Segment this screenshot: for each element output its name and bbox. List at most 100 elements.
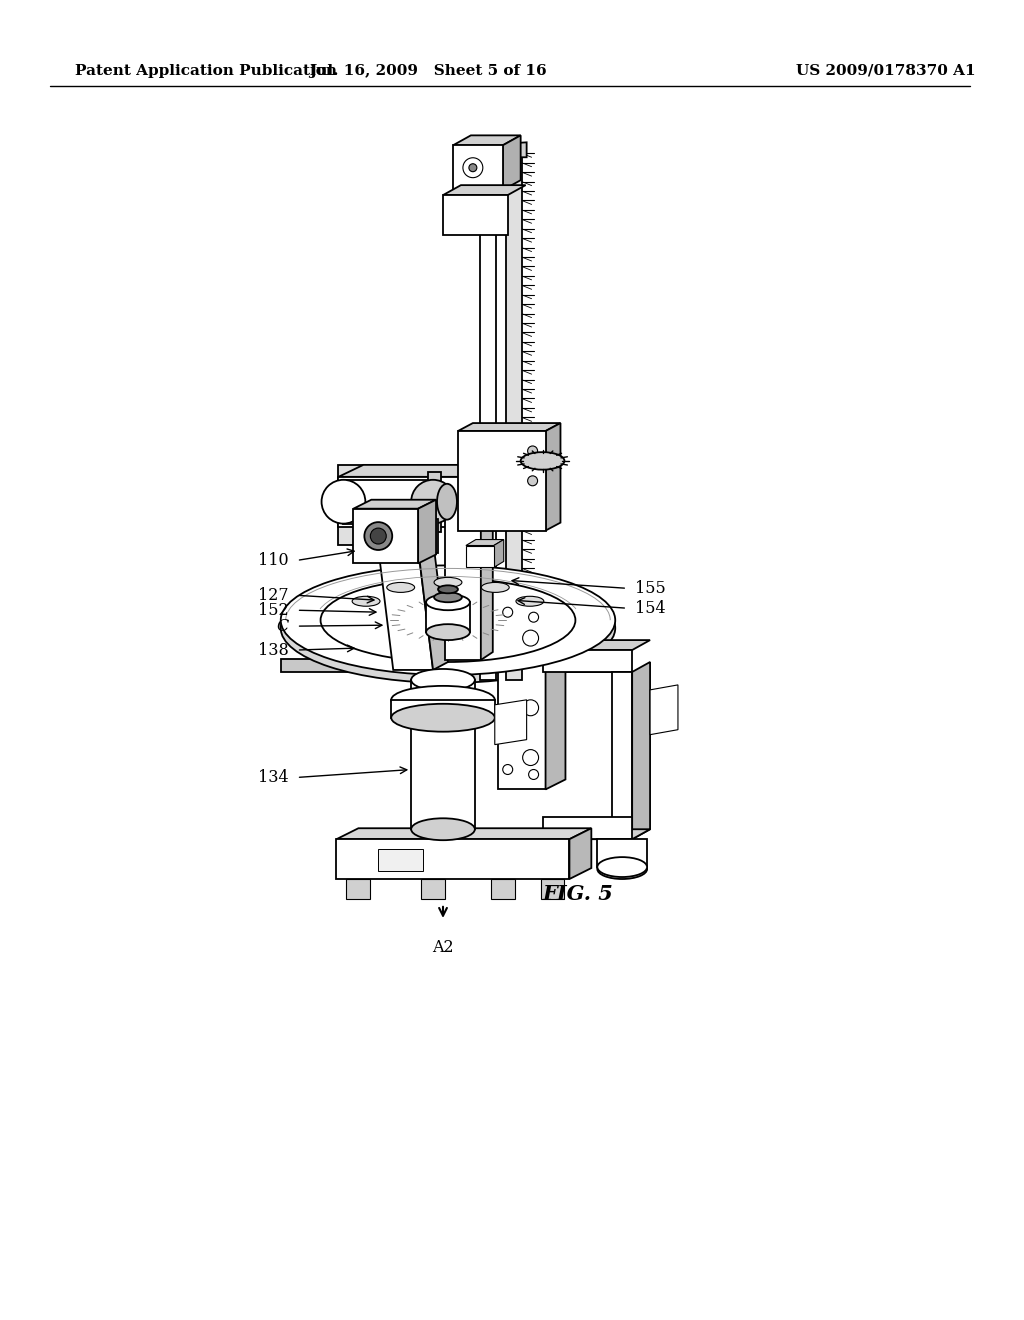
Polygon shape (281, 659, 615, 672)
Polygon shape (353, 508, 418, 564)
Polygon shape (597, 840, 647, 867)
Polygon shape (458, 432, 546, 531)
Text: 134: 134 (258, 770, 289, 785)
Polygon shape (508, 465, 532, 527)
Ellipse shape (469, 164, 477, 172)
Ellipse shape (520, 453, 564, 470)
Polygon shape (418, 519, 438, 553)
Ellipse shape (281, 573, 615, 682)
Text: Patent Application Publication: Patent Application Publication (75, 63, 337, 78)
Ellipse shape (281, 565, 615, 675)
Polygon shape (426, 602, 470, 632)
Polygon shape (569, 828, 591, 879)
Polygon shape (612, 672, 632, 840)
Polygon shape (494, 540, 504, 568)
Ellipse shape (597, 859, 647, 879)
Polygon shape (480, 145, 496, 680)
Polygon shape (546, 589, 565, 789)
Polygon shape (650, 685, 678, 735)
Ellipse shape (387, 582, 415, 593)
Text: 110: 110 (258, 552, 289, 569)
Polygon shape (503, 136, 520, 190)
Ellipse shape (527, 475, 538, 486)
Polygon shape (443, 195, 508, 235)
Ellipse shape (438, 585, 458, 593)
Text: 154: 154 (635, 599, 666, 616)
Polygon shape (453, 136, 520, 145)
Ellipse shape (597, 857, 647, 876)
Ellipse shape (322, 479, 366, 524)
Ellipse shape (503, 607, 513, 618)
Polygon shape (453, 145, 503, 190)
Ellipse shape (434, 577, 462, 587)
Polygon shape (498, 598, 546, 789)
Ellipse shape (434, 593, 462, 602)
Polygon shape (543, 649, 632, 672)
Ellipse shape (516, 597, 544, 606)
Polygon shape (391, 700, 495, 718)
Polygon shape (480, 143, 526, 157)
Ellipse shape (463, 158, 483, 178)
Polygon shape (506, 145, 521, 680)
Polygon shape (412, 680, 475, 829)
Polygon shape (346, 879, 371, 899)
Polygon shape (339, 465, 532, 477)
Polygon shape (632, 663, 650, 840)
Ellipse shape (412, 818, 475, 841)
Polygon shape (378, 549, 433, 671)
Polygon shape (498, 589, 565, 598)
Ellipse shape (522, 700, 539, 715)
Ellipse shape (528, 612, 539, 622)
Polygon shape (543, 817, 632, 840)
Polygon shape (339, 477, 508, 527)
Text: 155: 155 (635, 579, 666, 597)
Polygon shape (343, 479, 433, 524)
Text: Jul. 16, 2009   Sheet 5 of 16: Jul. 16, 2009 Sheet 5 of 16 (309, 63, 547, 78)
Text: US 2009/0178370 A1: US 2009/0178370 A1 (797, 63, 976, 78)
Polygon shape (339, 465, 364, 545)
Ellipse shape (412, 669, 475, 690)
Polygon shape (543, 829, 650, 840)
Polygon shape (421, 879, 445, 899)
Polygon shape (418, 540, 447, 671)
Polygon shape (495, 700, 526, 744)
Polygon shape (543, 640, 650, 649)
Ellipse shape (522, 630, 539, 645)
Polygon shape (445, 500, 481, 660)
Ellipse shape (391, 686, 495, 714)
Polygon shape (428, 471, 441, 532)
Polygon shape (418, 500, 436, 564)
Polygon shape (458, 424, 560, 432)
Polygon shape (541, 879, 564, 899)
Text: 152: 152 (258, 602, 289, 619)
Ellipse shape (371, 528, 386, 544)
Ellipse shape (437, 484, 457, 520)
Ellipse shape (528, 770, 539, 780)
Ellipse shape (527, 446, 538, 455)
Polygon shape (337, 828, 591, 840)
Polygon shape (490, 879, 515, 899)
Ellipse shape (391, 704, 495, 731)
Ellipse shape (426, 594, 470, 610)
Ellipse shape (412, 479, 455, 524)
Text: A2: A2 (432, 939, 454, 956)
Polygon shape (378, 849, 423, 871)
Ellipse shape (352, 597, 380, 606)
Text: 138: 138 (258, 642, 289, 659)
Polygon shape (481, 492, 493, 660)
Polygon shape (443, 185, 525, 195)
Polygon shape (466, 545, 494, 568)
Ellipse shape (365, 523, 392, 550)
Text: C: C (276, 618, 289, 635)
Polygon shape (337, 840, 569, 879)
Polygon shape (353, 500, 436, 508)
Ellipse shape (321, 578, 575, 663)
Text: FIG. 5: FIG. 5 (543, 884, 613, 904)
Text: 127: 127 (258, 587, 289, 603)
Polygon shape (466, 540, 504, 545)
Ellipse shape (503, 764, 513, 775)
Ellipse shape (522, 750, 539, 766)
Polygon shape (546, 424, 560, 531)
Ellipse shape (426, 624, 470, 640)
Ellipse shape (481, 582, 509, 593)
